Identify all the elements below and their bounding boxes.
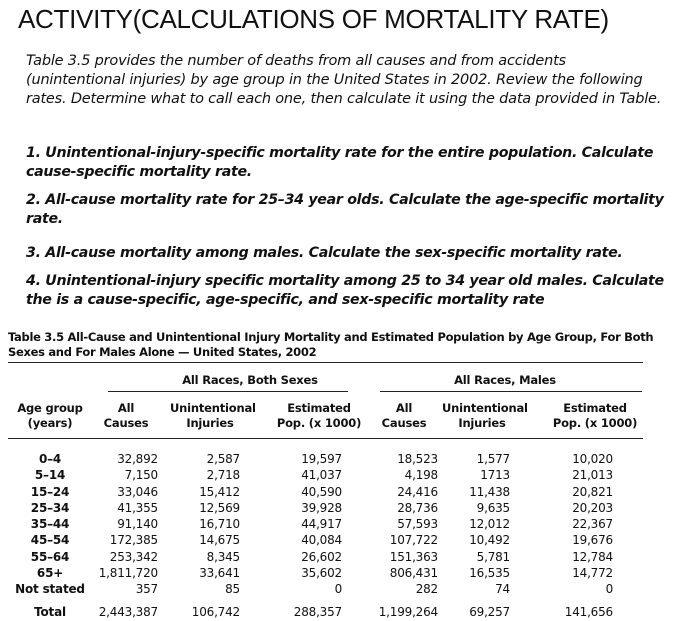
column-males-all-causes: 18,523 4,198 24,416 28,736 57,593 107,722 151,… — [360, 451, 438, 620]
header-rule — [8, 438, 643, 439]
page-title: ACTIVITY(CALCULATIONS OF MORTALITY RATE) — [18, 4, 609, 34]
cell-males-population: 21,013 — [572, 468, 613, 483]
column-both-unintentional: 2,587 2,718 15,412 12,569 16,710 14,675 8,345 3… — [170, 451, 240, 620]
cell-both-population: 26,602 — [301, 549, 342, 564]
cell-both-unintentional: 2,718 — [206, 468, 241, 483]
cell-both-all-causes: 33,046 — [117, 484, 158, 499]
cell-males-population: 10,020 — [572, 452, 613, 466]
cell-both-unintentional: 15,412 — [199, 484, 240, 499]
cell-both-population: 39,928 — [301, 500, 342, 515]
group-header-both: All Races, Both Sexes — [182, 373, 318, 387]
cell-males-population: 12,784 — [572, 549, 613, 564]
cell-males-unintentional: 12,012 — [469, 517, 510, 532]
cell-males-population: 19,676 — [572, 533, 613, 548]
header-both-unintentional: Unintentional Injuries — [170, 401, 256, 430]
cell-age-group: 35–44 — [30, 517, 70, 532]
cell-males-all-causes: 4,198 — [404, 468, 439, 483]
cell-age-group: 65+ — [36, 566, 64, 581]
cell-both-unintentional: 12,569 — [199, 500, 240, 515]
column-both-all-causes: 32,892 7,150 33,046 41,355 91,140 172,385 253,… — [90, 451, 158, 620]
cell-both-all-causes: 172,385 — [109, 533, 158, 548]
cell-both-population: 0 — [334, 582, 343, 597]
cell-males-population: 0 — [605, 582, 614, 597]
cell-age-group: Not stated — [15, 582, 85, 597]
cell-both-population: 40,590 — [301, 484, 342, 499]
cell-both-unintentional: 2,587 — [206, 452, 241, 466]
cell-age-group: Total — [34, 604, 66, 619]
cell-both-population: 35,602 — [301, 566, 342, 581]
cell-males-population: 141,656 — [564, 604, 613, 619]
cell-males-all-causes: 806,431 — [389, 566, 438, 581]
cell-both-population: 40,084 — [301, 533, 342, 548]
question-2: 2. All-cause mortality rate for 25–34 ye… — [26, 192, 664, 227]
cell-both-unintentional: 106,742 — [191, 604, 240, 619]
cell-males-all-causes: 1,199,264 — [378, 604, 438, 619]
group-rule-males — [380, 391, 642, 392]
column-males-unintentional: 1,577 1713 11,438 9,635 12,012 10,492 5,781 16,… — [440, 451, 510, 620]
cell-both-all-causes: 357 — [135, 582, 159, 597]
table-top-rule — [8, 362, 643, 363]
header-both-all-causes: All Causes — [103, 401, 149, 430]
cell-males-unintentional: 1713 — [480, 468, 510, 483]
group-rule-both — [108, 391, 348, 392]
cell-males-population: 20,203 — [572, 500, 613, 515]
question-4: 4. Unintentional-injury specific mortali… — [26, 273, 664, 308]
cell-males-unintentional: 11,438 — [469, 484, 510, 499]
group-header-males: All Races, Males — [454, 373, 556, 387]
cell-males-unintentional: 69,257 — [469, 604, 510, 619]
cell-both-all-causes: 91,140 — [117, 517, 158, 532]
cell-both-all-causes: 7,150 — [124, 468, 159, 483]
header-males-unintentional: Unintentional Injuries — [442, 401, 528, 430]
cell-both-unintentional: 8,345 — [206, 549, 241, 564]
cell-both-unintentional: 85 — [225, 582, 240, 597]
cell-males-population: 20,821 — [572, 484, 613, 499]
cell-both-all-causes: 32,892 — [117, 452, 158, 466]
cell-males-unintentional: 16,535 — [469, 566, 510, 581]
cell-both-population: 19,597 — [301, 452, 342, 466]
cell-males-population: 14,772 — [572, 566, 613, 581]
question-3: 3. All-cause mortality among males. Calc… — [26, 245, 623, 261]
column-age-group: 0–4 5–14 15–24 25–34 35–44 45–54 55–64 65+ Not s… — [10, 451, 90, 620]
cell-both-unintentional: 14,675 — [199, 533, 240, 548]
column-males-population: 10,020 21,013 20,821 20,203 22,367 19,676 12,7… — [540, 451, 613, 620]
intro-text: Table 3.5 provides the number of deaths … — [26, 53, 662, 107]
cell-both-population: 44,917 — [301, 517, 342, 532]
header-males-all-causes: All Causes — [381, 401, 427, 430]
cell-age-group: 15–24 — [30, 484, 70, 499]
cell-both-unintentional: 16,710 — [199, 517, 240, 532]
column-both-population: 19,597 41,037 40,590 39,928 44,917 40,084 26,6… — [270, 451, 342, 620]
cell-both-population: 41,037 — [301, 468, 342, 483]
cell-age-group: 45–54 — [30, 533, 70, 548]
cell-both-all-causes: 1,811,720 — [98, 566, 158, 581]
cell-both-unintentional: 33,641 — [199, 566, 240, 581]
cell-both-all-causes: 2,443,387 — [98, 604, 158, 619]
cell-males-all-causes: 28,736 — [397, 500, 438, 515]
cell-males-all-causes: 24,416 — [397, 484, 438, 499]
cell-both-all-causes: 253,342 — [109, 549, 158, 564]
cell-males-all-causes: 151,363 — [389, 549, 438, 564]
cell-males-unintentional: 1,577 — [476, 452, 511, 466]
cell-age-group: 25–34 — [30, 500, 70, 515]
question-1: 1. Unintentional-injury-specific mortali… — [26, 145, 654, 180]
cell-both-all-causes: 41,355 — [117, 500, 158, 515]
cell-males-population: 22,367 — [572, 517, 613, 532]
cell-age-group: 5–14 — [34, 468, 66, 483]
header-age-group: Age group (years) — [17, 401, 83, 430]
cell-males-unintentional: 10,492 — [469, 533, 510, 548]
cell-males-all-causes: 57,593 — [397, 517, 438, 532]
cell-males-unintentional: 9,635 — [476, 500, 511, 515]
header-both-population: Estimated Pop. (x 1000) — [276, 401, 362, 430]
cell-males-all-causes: 107,722 — [389, 533, 438, 548]
table-caption: Table 3.5 All-Cause and Unintentional In… — [8, 330, 654, 359]
cell-age-group: 0–4 — [38, 452, 62, 466]
cell-males-unintentional: 74 — [495, 582, 510, 597]
cell-males-all-causes: 18,523 — [397, 452, 438, 466]
cell-both-population: 288,357 — [293, 604, 342, 619]
header-males-population: Estimated Pop. (x 1000) — [552, 401, 638, 430]
cell-males-all-causes: 282 — [415, 582, 439, 597]
cell-age-group: 55–64 — [30, 549, 70, 564]
cell-males-unintentional: 5,781 — [476, 549, 511, 564]
